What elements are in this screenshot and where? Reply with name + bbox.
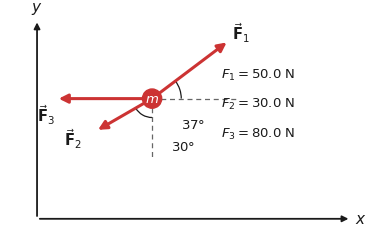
Text: $\vec{\mathbf{F}}_2$: $\vec{\mathbf{F}}_2$ [64,127,82,150]
Text: $\vec{\mathbf{F}}_3$: $\vec{\mathbf{F}}_3$ [37,103,55,126]
Circle shape [142,90,162,109]
Text: $30°$: $30°$ [171,140,195,153]
Text: $y$: $y$ [31,1,43,17]
Text: $37°$: $37°$ [181,118,206,131]
Text: $F_2 = 30.0 \ \mathrm{N}$: $F_2 = 30.0 \ \mathrm{N}$ [221,97,295,112]
Text: $\vec{\mathbf{F}}_1$: $\vec{\mathbf{F}}_1$ [232,21,250,45]
Text: $x$: $x$ [355,211,366,226]
Text: $F_1 = 50.0 \ \mathrm{N}$: $F_1 = 50.0 \ \mathrm{N}$ [221,68,295,83]
Text: $F_3 = 80.0 \ \mathrm{N}$: $F_3 = 80.0 \ \mathrm{N}$ [221,126,295,141]
Text: $m$: $m$ [145,93,159,106]
